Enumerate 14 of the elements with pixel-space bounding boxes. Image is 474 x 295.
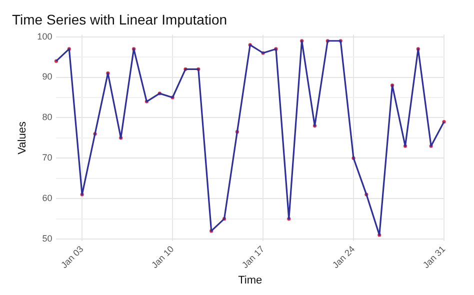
y-tick-label: 50 xyxy=(42,234,52,244)
x-tick-label: Jan 17 xyxy=(240,244,266,270)
y-axis-title: Values xyxy=(16,121,29,154)
chart-title: Time Series with Linear Imputation xyxy=(12,11,228,28)
x-axis-title: Time xyxy=(238,274,262,286)
x-tick-label: Jan 03 xyxy=(59,244,86,270)
y-tick-label: 80 xyxy=(42,112,52,122)
x-tick-label: Jan 10 xyxy=(150,244,176,270)
y-tick-label: 100 xyxy=(37,31,52,42)
x-tick-label: Jan 31 xyxy=(420,244,448,270)
x-tick-label: Jan 24 xyxy=(330,244,357,270)
y-tick-label: 60 xyxy=(42,193,52,204)
y-tick-label: 70 xyxy=(42,152,52,163)
y-tick-label: 90 xyxy=(42,72,52,82)
